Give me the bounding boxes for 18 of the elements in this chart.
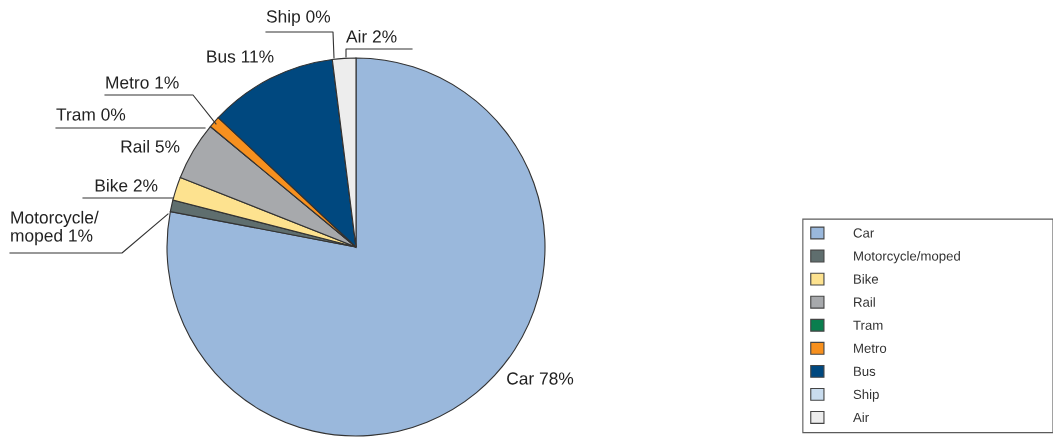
legend-label: Motorcycle/moped [854,251,960,264]
data-label: Rail 5% [121,139,180,153]
legend-label: Tram [853,320,883,330]
data-label: Car 78% [507,372,574,385]
legend-label: Metro [854,343,887,353]
text: Ship 0% [266,9,331,27]
legend-label: Bike [854,274,879,284]
legend-label: Air [853,412,869,422]
legend-label: Car [853,228,875,238]
data-label: Bike 2% [95,178,158,192]
legend-label: Ship [853,389,879,402]
data-label: Motorcycle/ moped 1% [11,210,99,246]
legend-label: Rail [854,297,875,307]
data-label: Air 2% [346,29,397,43]
text: Tram 0% [56,108,126,121]
data-label: Bus 11% [207,50,274,63]
data-label: Metro 1% [106,76,179,89]
legend-label: Bus [854,366,876,376]
